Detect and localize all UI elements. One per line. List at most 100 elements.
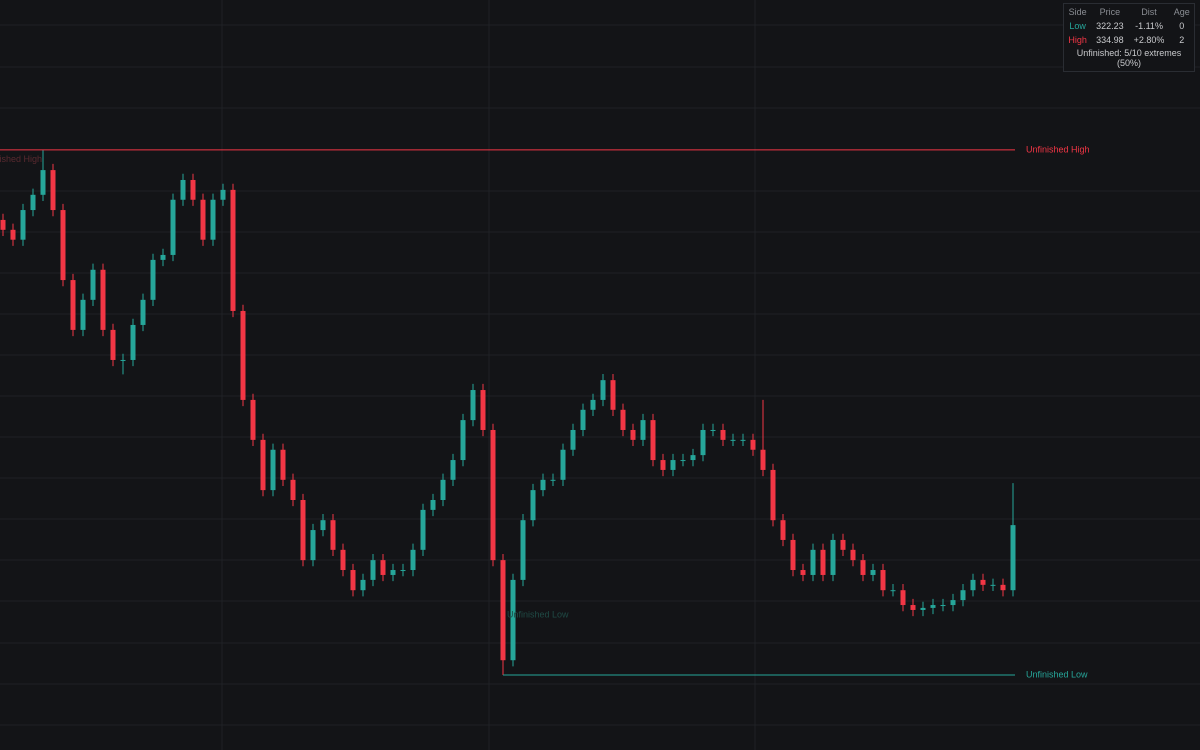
candle-body <box>690 455 696 461</box>
candle-body <box>120 359 126 361</box>
column-header: Dist <box>1141 7 1157 17</box>
candle-body <box>620 409 626 430</box>
table-cell: +2.80% <box>1133 35 1165 45</box>
stats-table: Side Price Dist Age Low 322.23 -1.11% 0 High 334… <box>1064 5 1194 47</box>
candle-body <box>490 429 496 561</box>
candle-body <box>860 560 866 575</box>
table-cell: Low <box>1069 21 1086 31</box>
candle-body <box>730 439 736 441</box>
candle-body <box>350 570 356 591</box>
candle-body <box>850 549 856 561</box>
candle-body <box>600 380 606 400</box>
candle-body <box>230 189 236 311</box>
candle-body <box>30 194 36 211</box>
ghost-label: Unfinished Low <box>507 609 569 619</box>
candle-body <box>1010 525 1016 591</box>
table-cell: 322.23 <box>1096 21 1124 31</box>
candle-body <box>140 299 146 325</box>
candle-body <box>680 460 686 462</box>
table-cell: -1.11% <box>1135 21 1163 31</box>
candle-body <box>280 449 286 480</box>
candle-body <box>110 329 116 360</box>
candle-body <box>40 170 46 195</box>
candle-body <box>50 170 56 211</box>
candle-body <box>300 500 306 561</box>
candle-body <box>200 199 206 240</box>
candle-body <box>260 439 266 491</box>
candle-body <box>330 520 336 550</box>
candle-body <box>240 310 246 400</box>
candle-body <box>800 570 806 575</box>
candle-body <box>710 429 716 431</box>
candle-body <box>270 449 276 491</box>
candle-body <box>500 560 506 661</box>
candle-body <box>0 219 6 230</box>
candle-body <box>130 324 136 360</box>
candle-body <box>590 399 596 410</box>
column-header: Side <box>1068 7 1087 17</box>
candle-body <box>610 380 616 410</box>
candle-body <box>650 420 656 461</box>
candle-body <box>460 420 466 461</box>
candle-body <box>920 607 926 610</box>
candle-body <box>190 179 196 200</box>
candle-body <box>170 199 176 255</box>
level-label: Unfinished High <box>1026 144 1090 154</box>
candle-body <box>160 254 166 260</box>
candle-body <box>310 530 316 561</box>
candle-body <box>760 449 766 470</box>
candle-body <box>470 390 476 421</box>
candle-body <box>530 490 536 521</box>
candle-body <box>810 549 816 575</box>
candle-body <box>320 520 326 531</box>
candle-body <box>430 500 436 510</box>
candle-body <box>290 479 296 500</box>
candle-body <box>360 579 366 591</box>
candle-body <box>660 460 666 470</box>
stats-footer: Unfinished: 5/10 extremes (50%) <box>1076 48 1182 68</box>
candle-body <box>580 409 586 430</box>
candle-body <box>970 579 976 591</box>
candle-body <box>450 460 456 480</box>
table-cell: 0 <box>1179 21 1185 31</box>
candle-body <box>780 520 786 540</box>
candle-body <box>720 429 726 440</box>
candle-body <box>90 269 96 300</box>
candle-body <box>70 280 76 330</box>
candle-body <box>250 399 256 440</box>
candle-body <box>540 479 546 491</box>
candle-body <box>420 509 426 550</box>
column-header: Age <box>1173 7 1190 17</box>
candle-body <box>210 199 216 240</box>
candle-body <box>900 590 906 606</box>
candle-body <box>750 439 756 450</box>
column-header: Price <box>1099 7 1121 17</box>
candle-body <box>340 549 346 571</box>
candle-body <box>480 390 486 430</box>
table-cell: High <box>1068 35 1087 45</box>
candle-body <box>180 179 186 200</box>
candle-body <box>880 570 886 591</box>
candle-body <box>550 479 556 481</box>
candle-body <box>910 605 916 610</box>
table-row: Low 322.23 -1.11% 0 <box>1064 19 1194 33</box>
candle-body <box>960 590 966 601</box>
candle-body <box>940 605 946 607</box>
candle-body <box>560 449 566 480</box>
candle-body <box>790 539 796 571</box>
candle-body <box>870 570 876 575</box>
candle-body <box>830 539 836 575</box>
candle-body <box>770 469 776 521</box>
candle-body <box>10 229 16 240</box>
candle-body <box>150 259 156 300</box>
candle-body <box>400 570 406 572</box>
candle-body <box>670 460 676 470</box>
candle-body <box>410 549 416 571</box>
ghost-label: Unfinished High <box>0 154 42 164</box>
candle-body <box>100 269 106 330</box>
candle-body <box>950 600 956 606</box>
candle-body <box>20 210 26 240</box>
candle-body <box>440 479 446 500</box>
candle-body <box>370 560 376 580</box>
